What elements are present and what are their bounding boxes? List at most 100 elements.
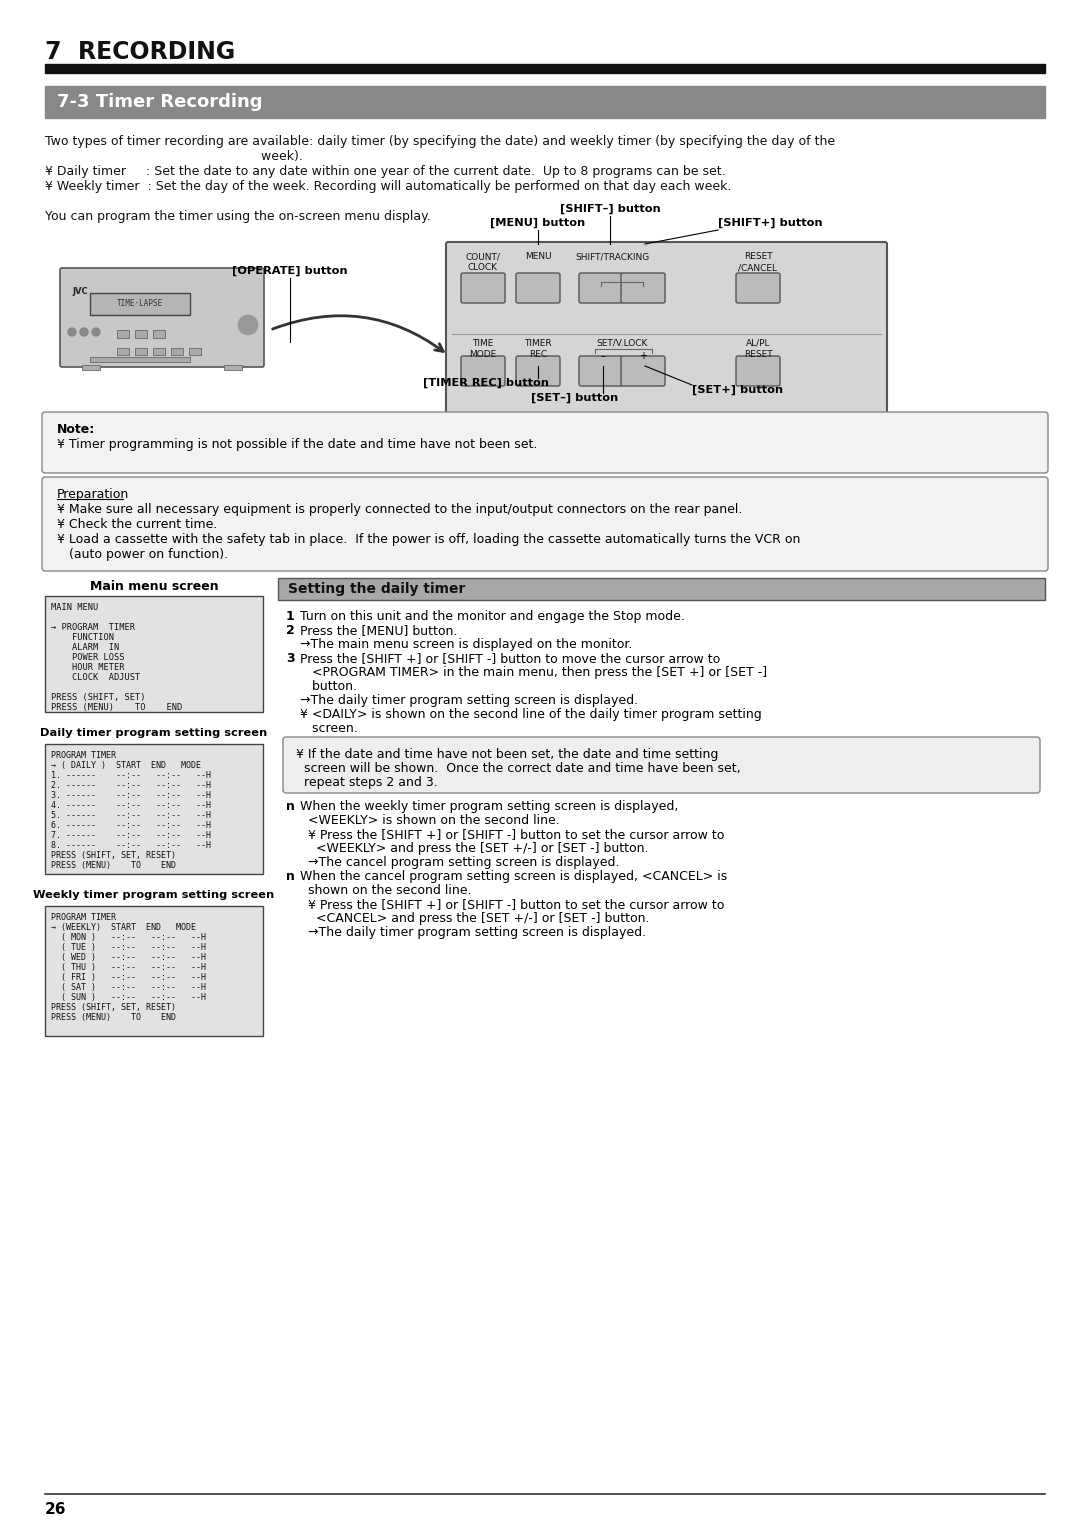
Text: When the weekly timer program setting screen is displayed,: When the weekly timer program setting sc… <box>300 801 678 813</box>
Bar <box>90 293 190 315</box>
Bar <box>45 906 264 1036</box>
Text: [TIMER REC] button: [TIMER REC] button <box>423 377 549 388</box>
Bar <box>45 64 1045 73</box>
Text: AL/PL
RESET: AL/PL RESET <box>744 339 772 359</box>
Text: You can program the timer using the on-screen menu display.: You can program the timer using the on-s… <box>45 209 431 223</box>
Text: →The daily timer program setting screen is displayed.: →The daily timer program setting screen … <box>300 926 646 940</box>
Text: ( WED )   --:--   --:--   --H: ( WED ) --:-- --:-- --H <box>51 953 206 963</box>
FancyArrowPatch shape <box>272 316 443 351</box>
FancyBboxPatch shape <box>579 274 623 303</box>
Text: 7. ------    --:--   --:--   --H: 7. ------ --:-- --:-- --H <box>51 831 211 840</box>
Text: ¥ Load a cassette with the safety tab in place.  If the power is off, loading th: ¥ Load a cassette with the safety tab in… <box>57 533 800 545</box>
FancyBboxPatch shape <box>446 241 887 414</box>
Text: ¥ Press the [SHIFT +] or [SHIFT -] button to set the cursor arrow to: ¥ Press the [SHIFT +] or [SHIFT -] butto… <box>300 898 725 911</box>
Text: Press the [SHIFT +] or [SHIFT -] button to move the cursor arrow to: Press the [SHIFT +] or [SHIFT -] button … <box>300 652 720 665</box>
Text: TIME·LAPSE: TIME·LAPSE <box>117 299 163 309</box>
Text: n: n <box>286 801 295 813</box>
FancyBboxPatch shape <box>42 477 1048 571</box>
Text: 1. ------    --:--   --:--   --H: 1. ------ --:-- --:-- --H <box>51 772 211 779</box>
Text: ( SUN )   --:--   --:--   --H: ( SUN ) --:-- --:-- --H <box>51 993 206 1002</box>
Text: PRESS (MENU)    TO    END: PRESS (MENU) TO END <box>51 703 183 712</box>
Text: MAIN MENU: MAIN MENU <box>51 604 98 613</box>
Text: <CANCEL> and press the [SET +/-] or [SET -] button.: <CANCEL> and press the [SET +/-] or [SET… <box>300 912 649 924</box>
Text: → ( DAILY )  START  END   MODE: → ( DAILY ) START END MODE <box>51 761 201 770</box>
Text: screen will be shown.  Once the correct date and time have been set,: screen will be shown. Once the correct d… <box>296 762 741 775</box>
Text: (auto power on function).: (auto power on function). <box>57 549 228 561</box>
Text: <WEEKLY> is shown on the second line.: <WEEKLY> is shown on the second line. <box>300 814 559 827</box>
FancyBboxPatch shape <box>461 274 505 303</box>
Bar <box>82 365 100 370</box>
Text: SET/V.LOCK: SET/V.LOCK <box>596 339 648 348</box>
Text: ( FRI )   --:--   --:--   --H: ( FRI ) --:-- --:-- --H <box>51 973 206 983</box>
Text: HOUR METER: HOUR METER <box>51 663 124 672</box>
Bar <box>153 348 165 354</box>
Text: [SET–] button: [SET–] button <box>531 393 619 403</box>
Text: PROGRAM TIMER: PROGRAM TIMER <box>51 750 116 759</box>
Text: ¥ Daily timer     : Set the date to any date within one year of the current date: ¥ Daily timer : Set the date to any date… <box>45 165 726 177</box>
Text: CLOCK  ADJUST: CLOCK ADJUST <box>51 672 140 681</box>
Circle shape <box>80 329 87 336</box>
Text: MENU: MENU <box>525 252 551 261</box>
Bar <box>45 596 264 712</box>
Text: <PROGRAM TIMER> in the main menu, then press the [SET +] or [SET -]: <PROGRAM TIMER> in the main menu, then p… <box>300 666 767 678</box>
Text: →The daily timer program setting screen is displayed.: →The daily timer program setting screen … <box>300 694 638 707</box>
Bar <box>117 348 129 354</box>
Text: ALARM  IN: ALARM IN <box>51 643 119 652</box>
Text: → PROGRAM  TIMER: → PROGRAM TIMER <box>51 623 135 633</box>
Text: ( SAT )   --:--   --:--   --H: ( SAT ) --:-- --:-- --H <box>51 983 206 992</box>
Bar <box>189 348 201 354</box>
Text: repeat steps 2 and 3.: repeat steps 2 and 3. <box>296 776 437 788</box>
Text: SHIFT/TRACKING: SHIFT/TRACKING <box>576 252 650 261</box>
Text: 3: 3 <box>286 652 295 665</box>
FancyBboxPatch shape <box>516 356 561 387</box>
Text: ¥ Make sure all necessary equipment is properly connected to the input/output co: ¥ Make sure all necessary equipment is p… <box>57 503 742 516</box>
Text: ( THU )   --:--   --:--   --H: ( THU ) --:-- --:-- --H <box>51 963 206 972</box>
Text: 7-3 Timer Recording: 7-3 Timer Recording <box>57 93 262 112</box>
Text: 8. ------    --:--   --:--   --H: 8. ------ --:-- --:-- --H <box>51 840 211 850</box>
Text: PRESS (SHIFT, SET, RESET): PRESS (SHIFT, SET, RESET) <box>51 851 176 860</box>
Text: [SHIFT–] button: [SHIFT–] button <box>559 203 660 214</box>
Text: week).: week). <box>45 150 302 163</box>
Text: ¥ Press the [SHIFT +] or [SHIFT -] button to set the cursor arrow to: ¥ Press the [SHIFT +] or [SHIFT -] butto… <box>300 828 725 840</box>
Text: When the cancel program setting screen is displayed, <CANCEL> is: When the cancel program setting screen i… <box>300 869 727 883</box>
Bar <box>117 330 129 338</box>
FancyBboxPatch shape <box>42 413 1048 474</box>
Text: RESET
/CANCEL: RESET /CANCEL <box>739 252 778 272</box>
Text: Press the [MENU] button.: Press the [MENU] button. <box>300 623 457 637</box>
FancyBboxPatch shape <box>735 274 780 303</box>
FancyBboxPatch shape <box>60 267 264 367</box>
Text: ¥ <DAILY> is shown on the second line of the daily timer program setting: ¥ <DAILY> is shown on the second line of… <box>300 707 761 721</box>
Text: –: – <box>600 351 606 361</box>
Text: ¥ If the date and time have not been set, the date and time setting: ¥ If the date and time have not been set… <box>296 749 718 761</box>
Text: 1: 1 <box>286 610 295 623</box>
Text: PROGRAM TIMER: PROGRAM TIMER <box>51 914 116 921</box>
FancyBboxPatch shape <box>461 356 505 387</box>
Text: 4. ------    --:--   --:--   --H: 4. ------ --:-- --:-- --H <box>51 801 211 810</box>
Text: Note:: Note: <box>57 423 95 435</box>
Text: PRESS (SHIFT, SET, RESET): PRESS (SHIFT, SET, RESET) <box>51 1002 176 1012</box>
Text: ( TUE )   --:--   --:--   --H: ( TUE ) --:-- --:-- --H <box>51 943 206 952</box>
FancyBboxPatch shape <box>621 356 665 387</box>
Text: +: + <box>639 351 647 361</box>
Text: 5. ------    --:--   --:--   --H: 5. ------ --:-- --:-- --H <box>51 811 211 821</box>
Text: PRESS (MENU)    TO    END: PRESS (MENU) TO END <box>51 1013 176 1022</box>
Text: →The main menu screen is displayed on the monitor.: →The main menu screen is displayed on th… <box>300 639 633 651</box>
Text: <WEEKLY> and press the [SET +/-] or [SET -] button.: <WEEKLY> and press the [SET +/-] or [SET… <box>300 842 648 856</box>
Text: →The cancel program setting screen is displayed.: →The cancel program setting screen is di… <box>300 856 620 869</box>
Text: TIME
MODE: TIME MODE <box>470 339 497 359</box>
Bar <box>45 744 264 874</box>
FancyBboxPatch shape <box>516 274 561 303</box>
Text: Main menu screen: Main menu screen <box>90 581 218 593</box>
Bar <box>171 348 183 354</box>
Text: [SHIFT+] button: [SHIFT+] button <box>718 217 823 228</box>
Text: [OPERATE] button: [OPERATE] button <box>232 266 348 277</box>
Bar <box>135 348 147 354</box>
Text: [MENU] button: [MENU] button <box>490 217 585 228</box>
Text: Two types of timer recording are available: daily timer (by specifying the date): Two types of timer recording are availab… <box>45 134 835 148</box>
Text: Turn on this unit and the monitor and engage the Stop mode.: Turn on this unit and the monitor and en… <box>300 610 685 623</box>
Text: n: n <box>286 869 295 883</box>
Text: [SET+] button: [SET+] button <box>692 385 783 396</box>
Bar <box>278 578 1045 601</box>
Text: PRESS (MENU)    TO    END: PRESS (MENU) TO END <box>51 860 176 869</box>
Text: COUNT/
CLOCK: COUNT/ CLOCK <box>465 252 500 272</box>
